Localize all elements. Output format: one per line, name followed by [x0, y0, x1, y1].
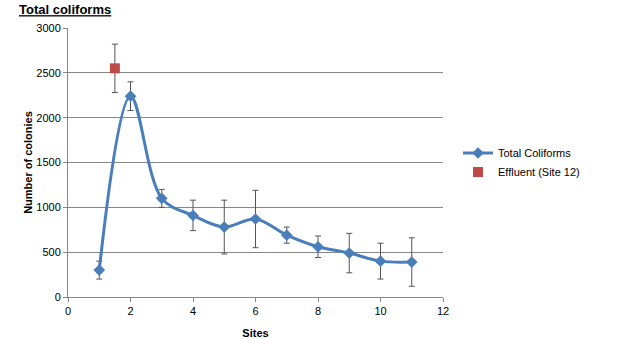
svg-text:0: 0 — [55, 291, 61, 303]
svg-text:8: 8 — [315, 305, 321, 317]
svg-text:2500: 2500 — [36, 67, 60, 79]
svg-text:Effluent (Site 12): Effluent (Site 12) — [498, 166, 580, 178]
svg-text:Number of colonies: Number of colonies — [22, 111, 34, 214]
svg-text:6: 6 — [252, 305, 258, 317]
svg-text:0: 0 — [65, 305, 71, 317]
svg-text:500: 500 — [42, 246, 60, 258]
svg-text:2000: 2000 — [36, 112, 60, 124]
svg-text:10: 10 — [374, 305, 386, 317]
svg-text:12: 12 — [437, 305, 449, 317]
svg-text:Total Coliforms: Total Coliforms — [498, 147, 571, 159]
svg-text:Total coliforms: Total coliforms — [19, 2, 111, 17]
svg-text:1000: 1000 — [36, 201, 60, 213]
svg-text:Sites: Sites — [242, 327, 268, 339]
svg-text:1500: 1500 — [36, 156, 60, 168]
svg-text:4: 4 — [190, 305, 196, 317]
svg-text:2: 2 — [127, 305, 133, 317]
svg-text:3000: 3000 — [36, 22, 60, 34]
